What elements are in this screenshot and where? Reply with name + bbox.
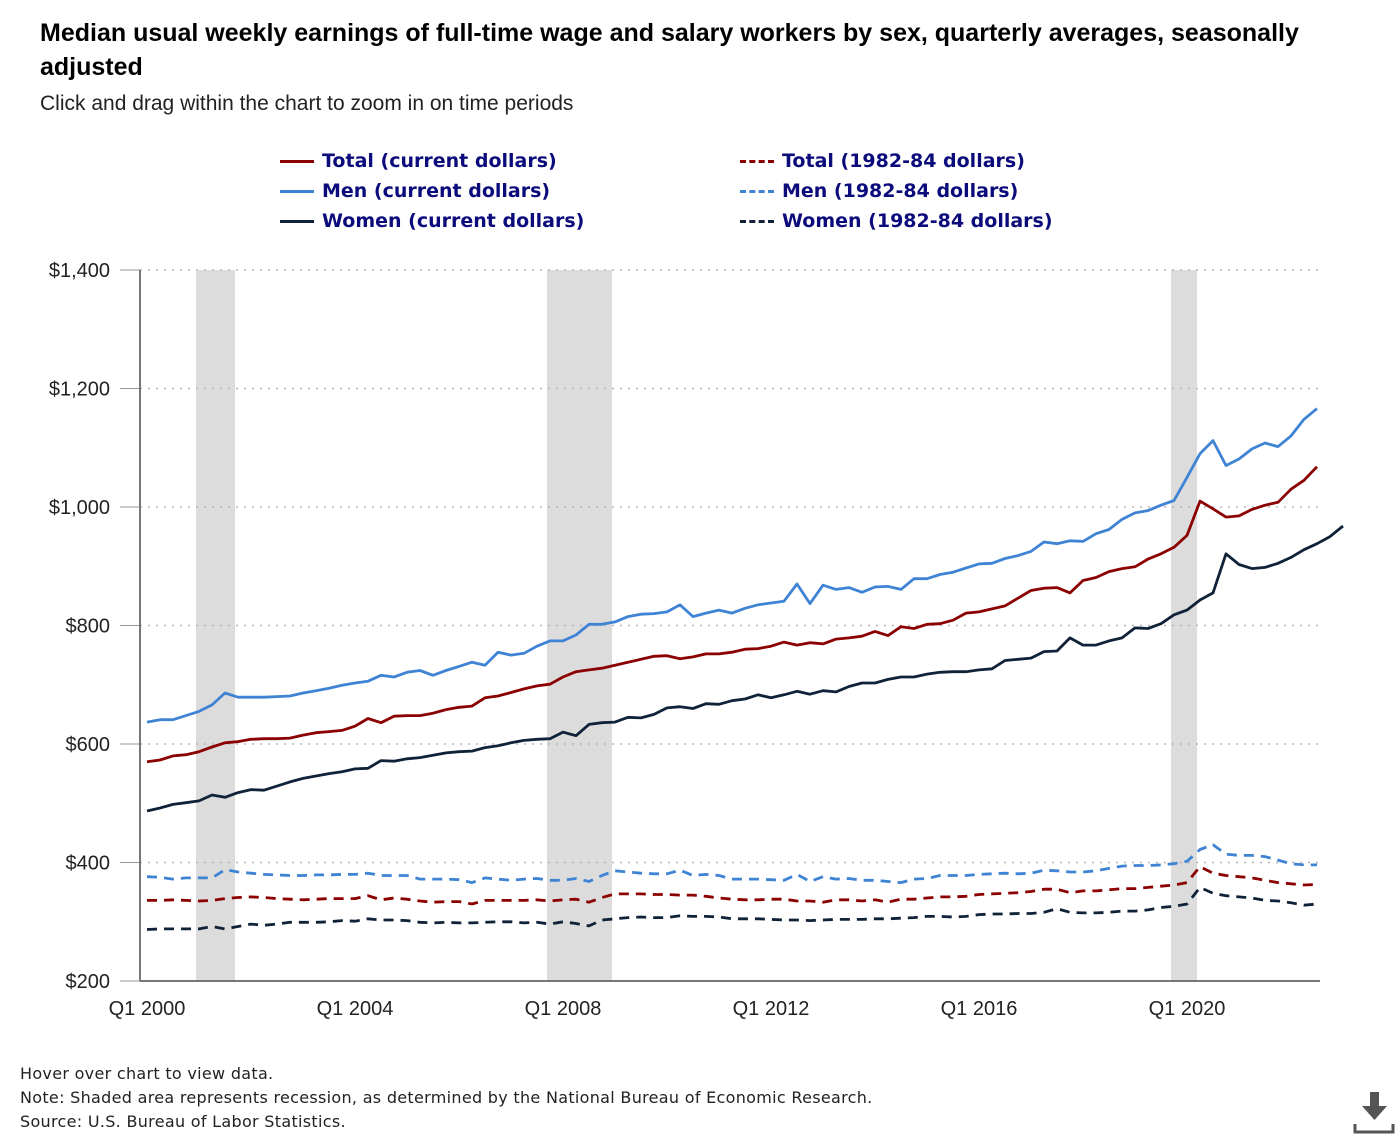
download-icon[interactable]	[1352, 1090, 1396, 1136]
legend-swatch	[740, 219, 774, 223]
y-tick-label: $600	[66, 734, 111, 756]
legend-item-men-real[interactable]: Men (1982-84 dollars)	[740, 176, 1053, 206]
legend-swatch	[280, 219, 314, 223]
chart-subtitle: Click and drag within the chart to zoom …	[40, 92, 574, 115]
y-tick-label: $1,000	[49, 497, 110, 519]
legend-label: Men (1982-84 dollars)	[782, 180, 1019, 202]
x-tick-label: Q1 2016	[941, 998, 1018, 1020]
legend-item-men-current[interactable]: Men (current dollars)	[280, 176, 584, 206]
series-line-women-current-dollars	[146, 524, 1344, 813]
x-tick-label: Q1 2008	[525, 998, 602, 1020]
legend-right: Total (1982-84 dollars) Men (1982-84 dol…	[740, 146, 1053, 236]
chart-title: Median usual weekly earnings of full-tim…	[40, 19, 1299, 81]
legend-label: Men (current dollars)	[322, 180, 551, 202]
y-tick-label: $800	[66, 616, 111, 638]
x-tick-label: Q1 2020	[1149, 998, 1226, 1020]
legend-item-women-real[interactable]: Women (1982-84 dollars)	[740, 206, 1053, 236]
legend-label: Total (1982-84 dollars)	[782, 150, 1025, 172]
series-line-men-1982-84-dollars	[146, 843, 1317, 884]
legend-label: Women (current dollars)	[322, 210, 585, 232]
legend-swatch	[280, 159, 314, 163]
recession-note: Note: Shaded area represents recession, …	[20, 1088, 873, 1107]
legend-label: Women (1982-84 dollars)	[782, 210, 1053, 232]
series-line-women-1982-84-dollars	[146, 886, 1318, 931]
legend-item-women-current[interactable]: Women (current dollars)	[280, 206, 584, 236]
series-line-total-current-dollars	[146, 465, 1319, 764]
hover-hint: Hover over chart to view data.	[20, 1064, 274, 1083]
legend-swatch	[740, 189, 774, 193]
legend-left: Total (current dollars) Men (current dol…	[280, 146, 584, 236]
legend-swatch	[280, 189, 314, 193]
legend-item-total-current[interactable]: Total (current dollars)	[280, 146, 584, 176]
legend-swatch	[740, 159, 774, 163]
source-note: Source: U.S. Bureau of Labor Statistics.	[20, 1112, 346, 1131]
legend-item-total-real[interactable]: Total (1982-84 dollars)	[740, 146, 1053, 176]
y-tick-label: $1,200	[49, 379, 110, 401]
y-tick-label: $400	[66, 853, 111, 875]
series-line-men-current-dollars	[146, 407, 1318, 724]
x-tick-label: Q1 2012	[733, 998, 810, 1020]
y-tick-label: $1,400	[49, 260, 110, 282]
x-tick-label: Q1 2000	[109, 998, 186, 1020]
legend-label: Total (current dollars)	[322, 150, 557, 172]
series-line-total-1982-84-dollars	[147, 865, 1318, 906]
y-tick-label: $200	[66, 971, 111, 993]
x-tick-label: Q1 2004	[317, 998, 394, 1020]
line-chart[interactable]: $200 $400 $600 $800 $1,000 $1,200 $1,400 Q1 200…	[0, 0, 1400, 1060]
